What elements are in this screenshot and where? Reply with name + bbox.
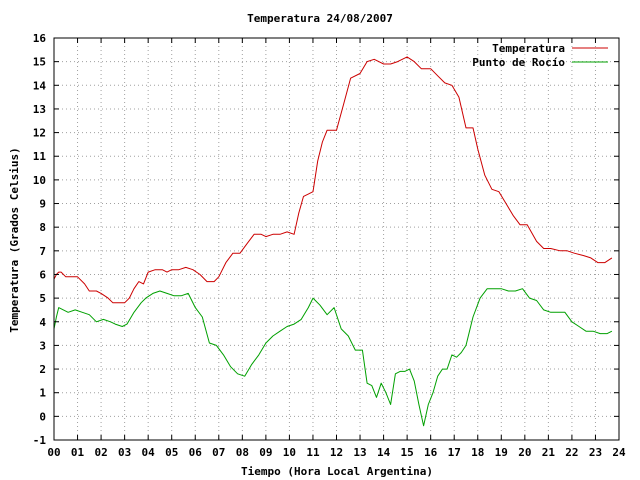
x-tick-label: 06 xyxy=(189,446,203,459)
x-tick-label: 22 xyxy=(565,446,578,459)
y-tick-label: 11 xyxy=(33,150,47,163)
x-tick-label: 18 xyxy=(471,446,484,459)
x-tick-label: 05 xyxy=(165,446,178,459)
x-tick-label: 19 xyxy=(495,446,508,459)
y-tick-label: 7 xyxy=(39,245,46,258)
x-tick-label: 13 xyxy=(353,446,366,459)
y-tick-label: 15 xyxy=(33,56,46,69)
x-tick-label: 17 xyxy=(448,446,461,459)
y-tick-label: 10 xyxy=(33,174,46,187)
y-tick-label: 13 xyxy=(33,103,46,116)
x-tick-label: 23 xyxy=(589,446,602,459)
y-tick-label: 6 xyxy=(39,268,46,281)
y-tick-label: 2 xyxy=(39,363,46,376)
x-tick-label: 21 xyxy=(542,446,556,459)
x-tick-label: 01 xyxy=(71,446,85,459)
x-tick-label: 00 xyxy=(47,446,60,459)
x-tick-label: 09 xyxy=(259,446,272,459)
chart-title: Temperatura 24/08/2007 xyxy=(247,12,393,25)
y-tick-label: 14 xyxy=(33,79,47,92)
y-tick-label: 8 xyxy=(39,221,46,234)
series-line-punto-de-rocio xyxy=(53,288,613,427)
y-tick-label: 16 xyxy=(33,32,47,45)
y-tick-label: 4 xyxy=(39,316,46,329)
axis-ticks: 00 01 02 03 04 05 06 07 08 09 10 11 12 13 14 15 16 17 18 19… xyxy=(33,32,626,459)
x-tick-label: 20 xyxy=(518,446,531,459)
x-tick-label: 24 xyxy=(612,446,626,459)
legend-label: Temperatura xyxy=(492,42,565,55)
y-tick-label: 9 xyxy=(39,198,46,211)
x-tick-label: 03 xyxy=(118,446,131,459)
x-tick-label: 11 xyxy=(306,446,320,459)
y-tick-label: 0 xyxy=(39,410,46,423)
series-lines xyxy=(53,56,613,427)
x-tick-label: 10 xyxy=(283,446,296,459)
x-tick-label: 14 xyxy=(377,446,391,459)
x-tick-label: 08 xyxy=(236,446,249,459)
x-tick-label: 04 xyxy=(142,446,156,459)
y-tick-label: 12 xyxy=(33,127,46,140)
y-tick-label: 3 xyxy=(39,339,46,352)
y-axis-label: Temperatura (Grados Celsius) xyxy=(8,147,21,332)
x-tick-label: 15 xyxy=(401,446,414,459)
legend-label: Punto de Rocío xyxy=(472,56,565,69)
series-line-temperatura xyxy=(53,56,613,304)
x-tick-label: 16 xyxy=(424,446,438,459)
x-tick-label: 12 xyxy=(330,446,343,459)
grid-lines xyxy=(54,38,619,440)
x-tick-label: 07 xyxy=(212,446,225,459)
x-axis-label: Tiempo (Hora Local Argentina) xyxy=(241,465,433,478)
y-tick-label: 5 xyxy=(39,292,46,305)
x-tick-label: 02 xyxy=(94,446,107,459)
y-tick-label: 1 xyxy=(39,387,46,400)
y-tick-label: -1 xyxy=(33,434,47,447)
